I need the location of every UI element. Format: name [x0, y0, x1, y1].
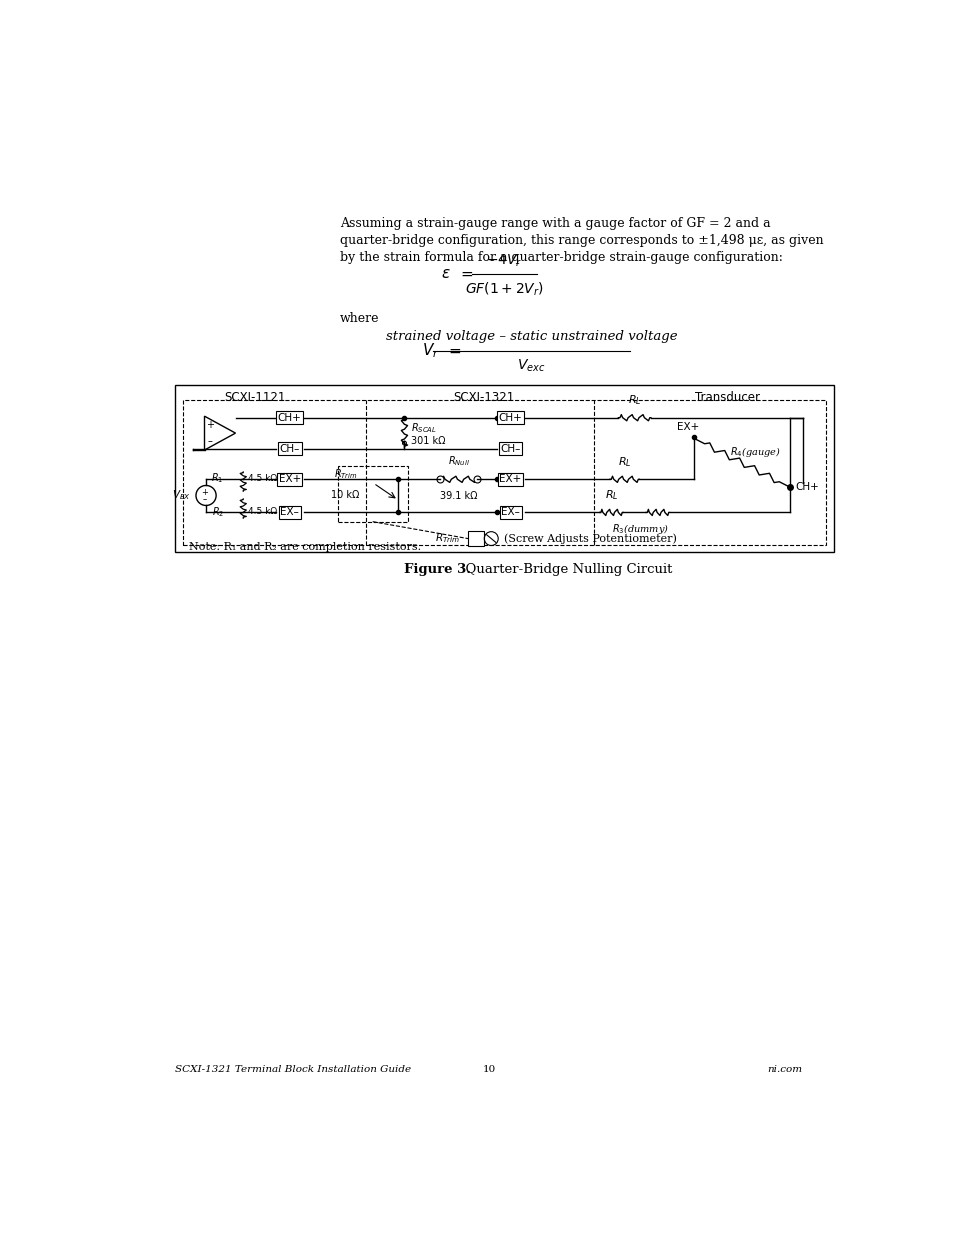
Text: Note: R₁ and R₂ are completion resistors.: Note: R₁ and R₂ are completion resistors… — [189, 542, 420, 552]
Text: +: + — [201, 488, 208, 496]
Text: $R_L$: $R_L$ — [604, 489, 618, 503]
Text: $R_{Trim}$: $R_{Trim}$ — [435, 532, 459, 546]
Bar — [468, 531, 483, 546]
Text: EX–: EX– — [280, 508, 299, 517]
Text: quarter-bridge configuration, this range corresponds to ±1,498 με, as given: quarter-bridge configuration, this range… — [340, 235, 822, 247]
Text: SCXI-1321 Terminal Block Installation Guide: SCXI-1321 Terminal Block Installation Gu… — [174, 1066, 411, 1074]
Text: Figure 3.: Figure 3. — [404, 563, 471, 576]
Text: $V_r$: $V_r$ — [421, 341, 439, 361]
Text: CH+: CH+ — [498, 412, 522, 422]
Text: EX+: EX+ — [278, 474, 300, 484]
Text: +: + — [206, 420, 213, 431]
Text: Quarter-Bridge Nulling Circuit: Quarter-Bridge Nulling Circuit — [456, 563, 672, 576]
Text: $R_3$(dummy): $R_3$(dummy) — [611, 522, 668, 536]
Text: 4.5 kΩ: 4.5 kΩ — [248, 474, 276, 483]
Text: $V_{EX}$: $V_{EX}$ — [172, 489, 191, 503]
Text: strained voltage – static unstrained voltage: strained voltage – static unstrained vol… — [385, 330, 677, 343]
Text: $-4V_r$: $-4V_r$ — [486, 252, 522, 269]
Text: 10 kΩ: 10 kΩ — [331, 490, 359, 500]
Text: EX+: EX+ — [499, 474, 521, 484]
Text: 301 kΩ: 301 kΩ — [410, 436, 445, 446]
Text: $R_{Null}$: $R_{Null}$ — [447, 454, 469, 468]
Text: CH+: CH+ — [795, 482, 819, 492]
Bar — [183, 400, 825, 545]
Text: $R_{SCAL}$: $R_{SCAL}$ — [410, 421, 436, 436]
Text: $=$: $=$ — [446, 343, 461, 358]
Text: SCXI-1121: SCXI-1121 — [224, 390, 285, 404]
Bar — [174, 384, 833, 552]
Text: $R_L$: $R_L$ — [627, 393, 640, 406]
Text: $\varepsilon$: $\varepsilon$ — [441, 267, 451, 280]
Text: –: – — [202, 495, 207, 504]
Text: $R_2$: $R_2$ — [212, 505, 224, 519]
Text: by the strain formula for a quarter-bridge strain-gauge configuration:: by the strain formula for a quarter-brid… — [340, 252, 782, 264]
Text: CH–: CH– — [279, 443, 299, 453]
Text: $R_L$: $R_L$ — [618, 456, 631, 469]
Text: $V_{exc}$: $V_{exc}$ — [517, 358, 545, 374]
Text: Transducer: Transducer — [695, 390, 760, 404]
Bar — [337, 466, 407, 521]
Text: ni.com: ni.com — [767, 1066, 802, 1074]
Text: –: – — [207, 436, 213, 446]
Text: SCXI-1321: SCXI-1321 — [453, 390, 514, 404]
Text: (Screw Adjusts Potentiometer): (Screw Adjusts Potentiometer) — [503, 534, 676, 543]
Text: $R_1$: $R_1$ — [212, 472, 224, 485]
Text: $=$: $=$ — [457, 267, 474, 280]
Text: where: where — [340, 312, 379, 325]
Text: CH+: CH+ — [277, 412, 301, 422]
Text: $GF(1+2V_r)$: $GF(1+2V_r)$ — [464, 280, 543, 298]
Text: $R_4$(gauge): $R_4$(gauge) — [729, 446, 781, 459]
Text: CH–: CH– — [500, 443, 520, 453]
Text: 4.5 kΩ: 4.5 kΩ — [248, 508, 276, 516]
Text: EX+: EX+ — [677, 422, 699, 432]
Text: EX–: EX– — [500, 508, 519, 517]
Text: $R_{Trim}$: $R_{Trim}$ — [334, 467, 357, 480]
Text: 10: 10 — [482, 1066, 495, 1074]
Text: 39.1 kΩ: 39.1 kΩ — [439, 490, 476, 501]
Text: Assuming a strain-gauge range with a gauge factor of GF = 2 and a: Assuming a strain-gauge range with a gau… — [340, 217, 770, 231]
